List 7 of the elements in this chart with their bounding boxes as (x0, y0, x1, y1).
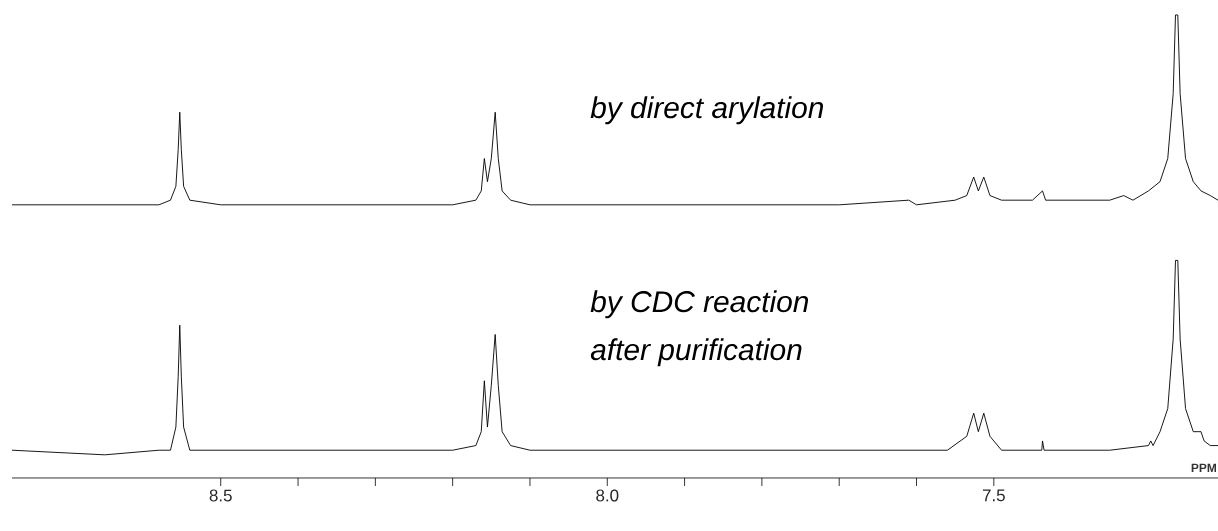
annotation: after purification (590, 338, 802, 367)
annotation: by CDC reaction (590, 290, 809, 319)
x-axis-title: PPM (1191, 463, 1216, 472)
x-tick-label: 8.5 (209, 489, 232, 502)
x-tick-label: 7.5 (982, 489, 1005, 502)
x-tick-label: 8.0 (596, 489, 619, 502)
annotation: by direct arylation (590, 96, 824, 125)
